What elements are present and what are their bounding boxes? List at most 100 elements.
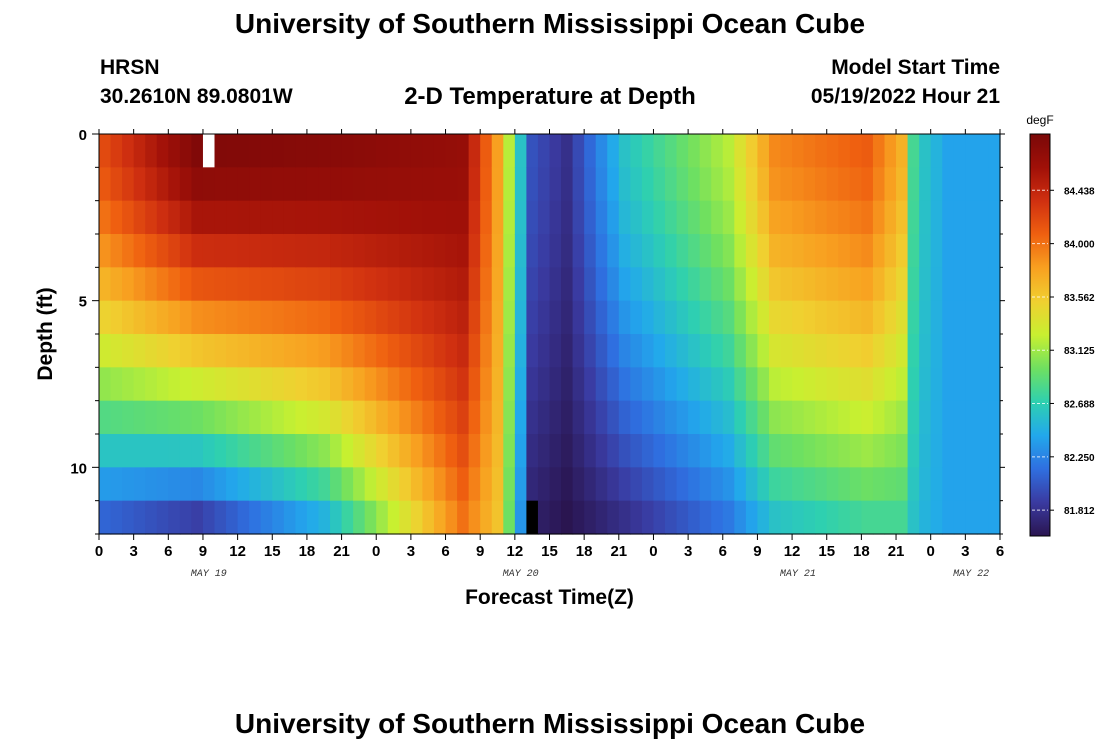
heatmap-cell	[214, 200, 227, 235]
heatmap-cell	[145, 400, 158, 435]
heatmap-cell	[549, 467, 562, 502]
heatmap-cell	[803, 334, 816, 368]
heatmap-cell	[191, 367, 204, 402]
heatmap-cell	[491, 400, 504, 435]
heatmap-cell	[237, 500, 250, 535]
heatmap-cell	[445, 167, 458, 202]
heatmap-cell	[191, 500, 204, 535]
heatmap-cell	[803, 134, 816, 168]
heatmap-cell	[884, 234, 897, 268]
heatmap-cell	[99, 234, 112, 268]
heatmap-cell	[110, 267, 123, 302]
heatmap-cell	[214, 500, 227, 535]
heatmap-cell	[318, 234, 331, 268]
heatmap-cell	[618, 500, 631, 535]
heatmap-cell	[122, 500, 135, 535]
colorbar-label: 82.688	[1064, 399, 1095, 410]
heatmap-cell	[283, 300, 296, 335]
heatmap-cell	[561, 234, 574, 268]
heatmap-cell	[872, 200, 886, 235]
heatmap-cell	[249, 200, 262, 235]
heatmap-cell	[514, 400, 527, 435]
heatmap-cell	[168, 467, 181, 502]
heatmap-cell	[572, 134, 585, 168]
heatmap-cell	[919, 134, 932, 168]
heatmap-cell	[537, 367, 551, 402]
x-tick-label: 3	[407, 543, 415, 560]
heatmap-cell	[641, 300, 655, 335]
heatmap-cell	[572, 467, 585, 502]
heatmap-cell	[445, 467, 458, 502]
heatmap-cell	[896, 334, 909, 368]
heatmap-cell	[99, 267, 112, 302]
heatmap-cell	[202, 500, 216, 535]
heatmap-cell	[491, 300, 504, 335]
heatmap-cell	[364, 267, 377, 302]
heatmap-cell	[156, 500, 169, 535]
heatmap-cell	[653, 134, 666, 168]
colorbar: 84.438 84.000 83.562 83.125 82.688 82.250 81.8…	[1029, 133, 1095, 537]
heatmap-cell	[665, 400, 678, 435]
heatmap-cell	[953, 434, 966, 468]
heatmap-cell	[930, 200, 943, 235]
heatmap-cell	[595, 300, 608, 335]
heatmap-cell	[919, 167, 932, 202]
heatmap-cell	[884, 200, 897, 235]
x-tick-label: 3	[684, 543, 692, 560]
heatmap-cell	[861, 434, 874, 468]
heatmap-cell	[491, 500, 504, 535]
heatmap-cell	[607, 134, 620, 168]
heatmap-cell	[503, 467, 516, 502]
heatmap-cell	[145, 434, 158, 468]
temperature-heatmap-chart: 0 3 6 9 12 15 18 21 0 3 6 9 12 15 18 21 0 3 6 9 12 15 18 21 0 3 6M…	[34, 113, 1095, 609]
heatmap-cell	[607, 400, 620, 435]
heatmap-cell	[503, 200, 516, 235]
heatmap-cell	[734, 500, 747, 535]
heatmap-cell	[826, 334, 839, 368]
heatmap-cell	[965, 267, 978, 302]
heatmap-cell	[457, 267, 470, 302]
heatmap-cell	[919, 367, 932, 402]
heatmap-cell	[665, 167, 678, 202]
colorbar-label: 84.000	[1064, 240, 1095, 251]
heatmap-cell	[457, 400, 470, 435]
x-tick-label: 12	[784, 543, 801, 560]
heatmap-cell	[930, 167, 943, 202]
heatmap-cell	[572, 300, 585, 335]
heatmap-cell	[849, 200, 862, 235]
heatmap-cell	[618, 200, 631, 235]
heatmap-cell	[976, 434, 990, 468]
heatmap-cell	[572, 234, 585, 268]
heatmap-cell	[630, 334, 643, 368]
heatmap-cell	[768, 467, 782, 502]
heatmap-cell	[526, 400, 539, 435]
heatmap-cell	[688, 200, 701, 235]
heatmap-cell	[838, 467, 851, 502]
heatmap-cell	[595, 134, 608, 168]
heatmap-cell	[838, 234, 851, 268]
heatmap-cell	[907, 400, 920, 435]
heatmap-cell	[330, 434, 343, 468]
heatmap-cell	[676, 167, 689, 202]
heatmap-cell	[110, 200, 123, 235]
heatmap-cell	[376, 434, 389, 468]
heatmap-cell	[214, 267, 227, 302]
heatmap-cell	[745, 200, 759, 235]
heatmap-cell	[122, 334, 135, 368]
heatmap-cell	[722, 434, 735, 468]
heatmap-cell	[457, 367, 470, 402]
heatmap-cell	[295, 467, 308, 502]
heatmap-cell	[341, 267, 354, 302]
heatmap-cell	[722, 334, 735, 368]
heatmap-cell	[768, 334, 782, 368]
heatmap-cell	[330, 334, 343, 368]
heatmap-cell	[976, 500, 990, 535]
heatmap-cell	[122, 467, 135, 502]
heatmap-cell	[202, 467, 216, 502]
heatmap-cell	[110, 467, 123, 502]
heatmap-cell	[422, 300, 435, 335]
heatmap-cell	[792, 300, 805, 335]
heatmap-cell	[561, 500, 574, 535]
heatmap-cell	[283, 167, 296, 202]
heatmap-cell	[376, 134, 389, 168]
